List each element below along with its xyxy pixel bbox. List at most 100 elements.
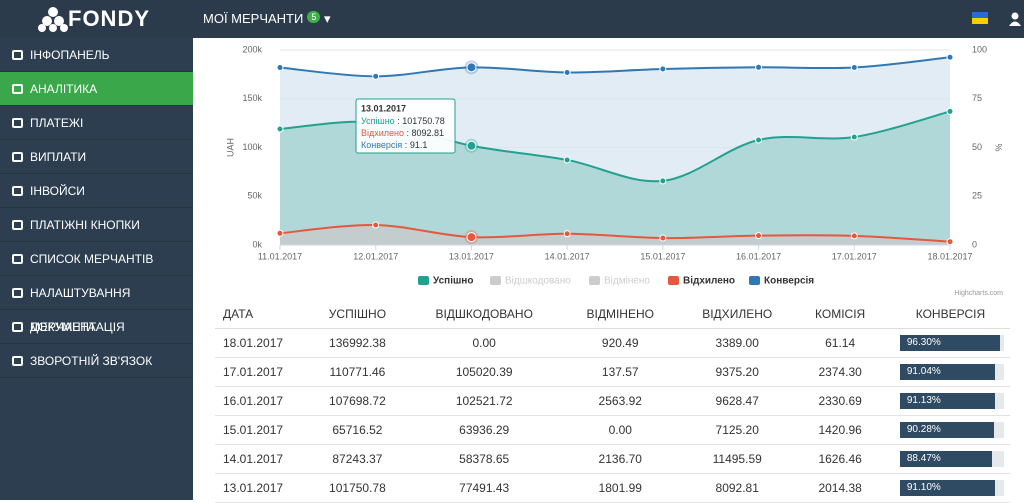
table-row: 17.01.2017 110771.46 105020.39 137.57 9375.2…: [215, 357, 1010, 387]
conversion-cell: 91.04%: [890, 357, 1010, 387]
point: [659, 65, 667, 73]
column-header: ВІДМІНЕНО: [555, 300, 686, 329]
legend-swatch: [668, 276, 679, 285]
table-cell: 2563.92: [555, 386, 686, 416]
credit: Highcharts.com: [954, 290, 1003, 297]
nav-item[interactable]: НАЛАШТУВАННЯ МЕРЧАНТА: [0, 276, 193, 334]
menu-label: МОЇ МЕРЧАНТИ: [203, 11, 304, 26]
table-cell: 77491.43: [412, 473, 556, 503]
conversion-label: 91.13%: [906, 394, 941, 406]
sidebar: ІНФОПАНЕЛЬ АНАЛІТИКА ПЛАТЕЖІ ВИПЛАТИ ІНВОЙСИ…: [0, 38, 193, 500]
point: [372, 72, 380, 80]
nav-item[interactable]: СПИСОК МЕРЧАНТІВ: [0, 242, 193, 276]
legend-swatch: [589, 276, 600, 285]
legend-label[interactable]: Відхилено: [683, 276, 735, 287]
legend-label[interactable]: Відшкодовано: [505, 276, 571, 287]
nav-icon: [12, 152, 23, 162]
tooltip-sep: :: [404, 128, 412, 138]
logo: FONDY: [68, 6, 150, 31]
table-cell: 2014.38: [789, 473, 891, 503]
table-cell: 15.01.2017: [215, 415, 302, 445]
series-line: [279, 56, 951, 78]
column-header: УСПІШНО: [301, 300, 413, 329]
nav-item[interactable]: ПЛАТІЖНІ КНОПКИ: [0, 208, 193, 242]
conversion-label: 96.30%: [906, 336, 941, 348]
point: [276, 125, 284, 133]
tooltip-label: Успішно: [361, 116, 395, 126]
table-cell: 920.49: [555, 328, 686, 358]
nav-label: ПЛАТЕЖІ: [30, 116, 84, 130]
table-cell: 17.01.2017: [215, 357, 302, 387]
x-tick-label: 13.01.2017: [449, 251, 494, 261]
conversion-bar: 91.13%: [899, 392, 1004, 409]
top-bar: FONDY МОЇ МЕРЧАНТИ 5 ▾: [0, 0, 1024, 38]
x-tick-label: 14.01.2017: [545, 251, 590, 261]
legend-label[interactable]: Успішно: [433, 276, 473, 287]
nav-icon: [12, 322, 23, 332]
conversion-cell: 90.28%: [890, 415, 1010, 445]
y2-tick-label: 25: [972, 191, 982, 201]
y-tick-label: 0k: [252, 239, 262, 249]
nav-label: ІНФОПАНЕЛЬ: [30, 48, 110, 62]
nav-item[interactable]: ІНВОЙСИ: [0, 174, 193, 208]
tooltip-sep: :: [395, 116, 403, 126]
nav-icon: [12, 254, 23, 264]
nav-item[interactable]: ВИПЛАТИ: [0, 140, 193, 174]
point: [850, 232, 858, 240]
legend-swatch: [418, 276, 429, 285]
y2-tick-label: 100: [972, 44, 987, 54]
table-cell: 110771.46: [301, 357, 413, 387]
table-cell: 3389.00: [685, 328, 790, 358]
x-tick-label: 12.01.2017: [353, 251, 398, 261]
nav-icon: [12, 356, 23, 366]
y2-tick-label: 75: [972, 93, 982, 103]
table-cell: 9375.20: [685, 357, 790, 387]
point: [466, 62, 477, 73]
nav-item[interactable]: АНАЛІТИКА: [0, 72, 193, 106]
conversion-fill: [899, 392, 995, 409]
flag[interactable]: [972, 12, 988, 24]
table-cell: 9628.47: [685, 386, 790, 416]
table-cell: 1420.96: [789, 415, 891, 445]
nav-item[interactable]: ЗВОРОТНІЙ ЗВ'ЯЗОК: [0, 344, 193, 378]
nav-item[interactable]: ПЛАТЕЖІ: [0, 106, 193, 140]
conversion-bar: 96.30%: [899, 334, 1004, 351]
nav-item[interactable]: ДОКУМЕНТАЦІЯ: [0, 310, 193, 344]
nav-label: НАЛАШТУВАННЯ МЕРЧАНТА: [30, 286, 131, 334]
point: [276, 64, 284, 72]
series-area: [280, 224, 950, 245]
nav-label: ПЛАТІЖНІ КНОПКИ: [30, 218, 140, 232]
badge: 5: [307, 11, 321, 23]
point: [755, 136, 763, 144]
column-header: КОНВЕРСІЯ: [890, 300, 1010, 329]
tooltip-title: 13.01.2017: [361, 103, 406, 113]
conversion-label: 90.28%: [906, 423, 941, 435]
tooltip-row: Конверсія : 91.1: [361, 140, 427, 150]
conversion-label: 91.04%: [906, 365, 941, 377]
point: [755, 63, 763, 71]
legend-label[interactable]: Відмінено: [604, 276, 650, 287]
point: [946, 53, 954, 61]
user-icon[interactable]: [1008, 12, 1022, 26]
nav-item[interactable]: ІНФОПАНЕЛЬ: [0, 38, 193, 72]
point: [563, 68, 571, 76]
conversion-label: 88.47%: [906, 452, 941, 464]
nav-label: СПИСОК МЕРЧАНТІВ: [30, 252, 154, 266]
conversion-fill: [899, 421, 994, 438]
tooltip-label: Конверсія: [361, 140, 402, 150]
logo-icon: [38, 7, 68, 32]
conversion-cell: 96.30%: [890, 328, 1010, 358]
point: [946, 107, 954, 115]
merchant-menu[interactable]: МОЇ МЕРЧАНТИ 5 ▾: [203, 11, 331, 26]
point: [659, 234, 667, 242]
legend-label[interactable]: Конверсія: [764, 276, 814, 287]
nav-label: ЗВОРОТНІЙ ЗВ'ЯЗОК: [30, 354, 153, 368]
column-header: ВІДШКОДОВАНО: [412, 300, 556, 329]
table-cell: 102521.72: [412, 386, 556, 416]
table-cell: 1801.99: [555, 473, 686, 503]
conversion-cell: 91.10%: [890, 473, 1010, 503]
table-cell: 58378.65: [412, 444, 556, 474]
conversion-cell: 91.13%: [890, 386, 1010, 416]
nav-icon: [12, 220, 23, 230]
table-cell: 107698.72: [301, 386, 413, 416]
